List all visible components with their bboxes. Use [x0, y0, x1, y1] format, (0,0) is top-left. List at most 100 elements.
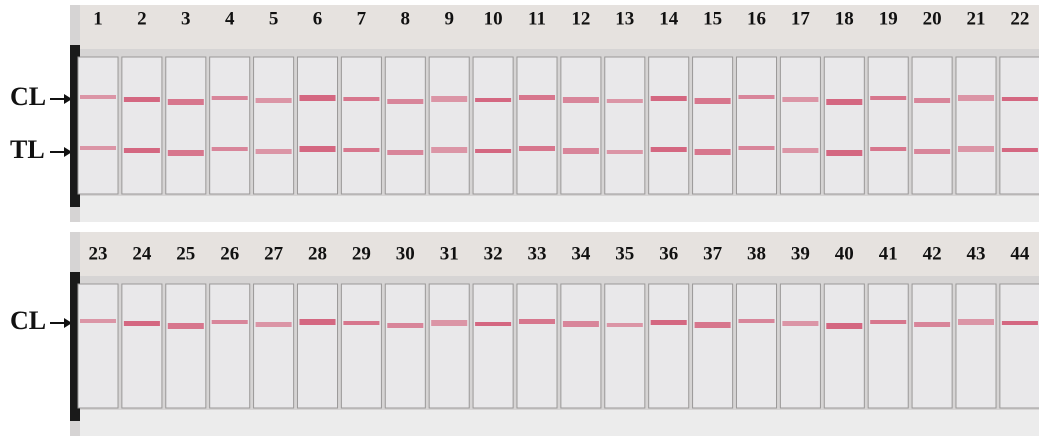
test-band	[299, 319, 336, 325]
test-band	[562, 148, 599, 154]
strip-number: 25	[176, 243, 195, 264]
test-strip	[384, 56, 426, 195]
strip-number: 18	[835, 8, 854, 29]
test-band	[387, 323, 424, 328]
test-strip	[428, 283, 470, 409]
test-strip	[867, 283, 909, 409]
strip-number: 33	[528, 243, 547, 264]
test-band	[1001, 97, 1038, 101]
test-band	[343, 97, 380, 101]
strip-number: 9	[444, 8, 454, 29]
test-band	[167, 323, 204, 329]
test-strip	[867, 56, 909, 195]
test-strip	[955, 283, 997, 409]
test-band	[255, 98, 292, 103]
strip-number: 8	[401, 8, 411, 29]
strip-number: 31	[440, 243, 459, 264]
strip-number: 14	[659, 8, 679, 29]
label-arrow	[50, 94, 72, 328]
test-strip	[472, 56, 514, 195]
test-strip	[999, 283, 1039, 409]
panel-foot	[80, 196, 1039, 222]
test-strip	[692, 283, 734, 409]
test-strip	[340, 56, 382, 195]
test-band	[123, 321, 160, 326]
strip-number: 10	[484, 8, 503, 29]
strip-number: 22	[1010, 8, 1029, 29]
test-strip	[253, 283, 295, 409]
test-band	[870, 320, 907, 324]
strip-number: 38	[747, 243, 766, 264]
test-strip	[735, 56, 778, 195]
test-band	[211, 96, 248, 100]
test-band	[914, 322, 951, 327]
test-strip	[604, 283, 646, 409]
strip-number: 11	[528, 8, 546, 29]
test-band	[518, 319, 556, 324]
test-band	[518, 95, 556, 100]
test-band	[475, 322, 512, 326]
strip-number: 36	[659, 243, 678, 264]
strip-number: 34	[571, 243, 591, 264]
test-band	[1001, 321, 1038, 325]
panel-edge	[70, 272, 80, 421]
test-band	[123, 97, 160, 102]
test-strip	[911, 283, 953, 409]
panel-header	[80, 5, 1039, 49]
test-band	[650, 96, 687, 101]
test-strip	[779, 56, 821, 195]
test-strip	[692, 56, 734, 195]
test-strip	[648, 283, 690, 409]
test-strip	[77, 56, 119, 195]
test-band	[694, 322, 731, 328]
test-strip	[516, 56, 558, 195]
test-band	[606, 323, 643, 327]
test-band	[957, 146, 995, 152]
strip-number: 13	[615, 8, 634, 29]
test-strip	[121, 283, 163, 409]
test-band	[826, 150, 863, 156]
test-band	[79, 319, 117, 323]
test-band	[431, 320, 468, 326]
test-band	[431, 147, 468, 153]
strip-number: 40	[835, 243, 854, 264]
strip-number: 6	[313, 8, 323, 29]
test-band	[826, 323, 863, 329]
test-band	[211, 320, 248, 324]
test-band	[694, 149, 731, 155]
strip-number: 42	[923, 243, 942, 264]
test-band	[343, 148, 380, 152]
strip-number: 3	[181, 8, 191, 29]
strip-number: 32	[484, 243, 503, 264]
strip-number: 29	[352, 243, 371, 264]
test-strip	[472, 283, 514, 409]
strip-number: 28	[308, 243, 327, 264]
test-strip	[516, 283, 558, 409]
test-band	[475, 149, 512, 153]
test-band	[957, 95, 995, 101]
test-band	[123, 148, 160, 153]
test-strip	[560, 283, 602, 409]
test-band	[870, 96, 907, 100]
test-strip	[999, 56, 1039, 195]
test-band	[343, 321, 380, 325]
test-strip	[735, 283, 778, 409]
test-band	[914, 149, 951, 154]
strip-number: 2	[137, 8, 147, 29]
test-strip	[823, 56, 865, 195]
strip-number: 44	[1010, 243, 1030, 264]
test-band	[518, 146, 556, 151]
test-strip	[911, 56, 953, 195]
strip-number: 35	[615, 243, 634, 264]
strip-number: 26	[220, 243, 239, 264]
strip-number: 17	[791, 8, 811, 29]
strip-number: 21	[967, 8, 986, 29]
panel-foot	[80, 410, 1039, 436]
strip-number: 27	[264, 243, 284, 264]
test-band	[606, 99, 643, 103]
test-strip	[165, 56, 207, 195]
test-band	[79, 146, 117, 150]
test-band	[431, 96, 468, 102]
test-strip	[560, 56, 602, 195]
test-band	[255, 149, 292, 154]
